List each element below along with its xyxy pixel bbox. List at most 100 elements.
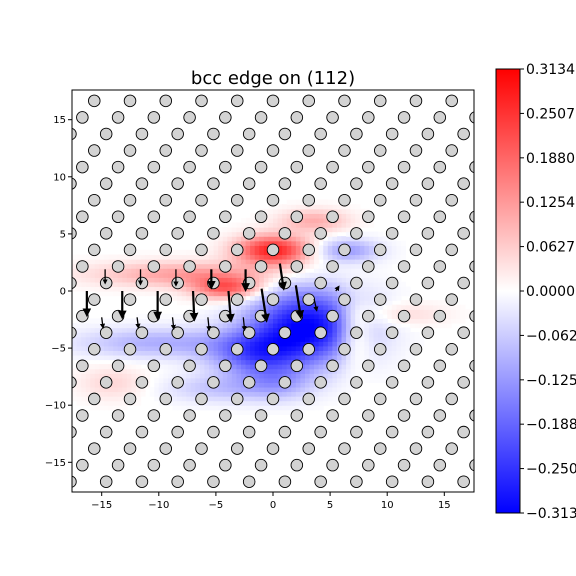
atom-marker — [195, 94, 208, 108]
heat-cell — [149, 286, 155, 292]
heat-cell — [94, 259, 101, 265]
heat-cell — [286, 259, 292, 265]
heat-cell — [222, 350, 228, 356]
heat-cell — [186, 336, 192, 342]
atom-marker — [207, 475, 220, 488]
heat-cell — [204, 373, 210, 379]
heat-cell — [94, 327, 101, 333]
heat-cell — [236, 405, 242, 411]
heat-cell — [145, 272, 151, 278]
heat-cell — [172, 405, 178, 411]
heat-cell — [195, 382, 201, 388]
heat-cell — [245, 368, 251, 374]
heat-cell — [231, 377, 238, 383]
atom-marker — [350, 326, 363, 339]
heat-cell — [145, 318, 151, 324]
heat-cell — [227, 272, 233, 278]
heat-cell — [314, 236, 320, 242]
heat-cell — [423, 309, 429, 315]
heat-cell — [181, 386, 187, 393]
colorbar-tick-label: 0.2507 — [526, 106, 575, 122]
heat-cell — [286, 364, 292, 370]
heat-cell — [378, 263, 384, 269]
heat-cell — [231, 364, 238, 370]
heat-cell — [222, 295, 228, 301]
heat-cell — [218, 286, 224, 292]
heat-cell — [277, 359, 283, 365]
heat-cell — [350, 336, 356, 342]
heat-cell — [154, 272, 160, 278]
heat-cell — [309, 322, 315, 329]
heat-cell — [172, 341, 178, 347]
heat-cell — [314, 322, 320, 329]
heat-cell — [245, 400, 251, 406]
heat-cell — [209, 313, 215, 320]
heat-cell — [318, 359, 324, 365]
atom-marker — [266, 243, 280, 257]
quiver-dot — [463, 83, 465, 85]
atom-marker — [254, 458, 268, 472]
atom-marker — [385, 276, 399, 290]
heat-cell — [336, 213, 343, 219]
atom-marker — [290, 160, 304, 174]
heat-cell — [85, 354, 91, 361]
heat-cell — [218, 304, 224, 310]
heat-cell — [190, 373, 196, 379]
heat-cell — [218, 405, 224, 411]
heat-cell — [190, 386, 196, 393]
heat-cell — [227, 222, 233, 228]
heat-cell — [318, 291, 324, 297]
heat-cell — [218, 400, 224, 406]
heat-cell — [309, 313, 315, 320]
heat-cell — [410, 309, 416, 315]
heat-cell — [460, 309, 466, 315]
heat-cell — [364, 249, 370, 256]
heat-cell — [163, 359, 169, 365]
heat-cell — [410, 313, 416, 320]
heat-cell — [245, 341, 251, 347]
heat-cell — [227, 332, 233, 338]
heat-cell — [259, 377, 265, 383]
heat-cell — [158, 281, 164, 288]
atom-marker — [72, 276, 77, 290]
atom-marker — [302, 243, 316, 257]
heat-cell — [145, 327, 151, 333]
heat-cell — [163, 268, 169, 274]
heat-cell — [286, 304, 292, 310]
heat-cell — [368, 368, 375, 374]
heat-cell — [295, 332, 302, 338]
heat-cell — [314, 364, 320, 370]
heat-cell — [373, 240, 379, 246]
heat-cell — [245, 318, 251, 324]
heat-cell — [186, 332, 192, 338]
heat-cell — [177, 341, 183, 347]
atom-marker — [242, 227, 256, 240]
quiver-dot — [344, 497, 346, 499]
heat-cell — [410, 336, 416, 342]
atom-marker — [278, 326, 292, 339]
heat-cell — [323, 359, 329, 365]
heat-cell — [460, 304, 466, 310]
heat-cell — [90, 263, 96, 269]
heat-cell — [167, 263, 174, 269]
heat-cell — [81, 336, 87, 342]
heat-cell — [218, 309, 224, 315]
heat-cell — [158, 354, 164, 361]
heat-cell — [378, 354, 384, 361]
atom-marker — [373, 293, 387, 306]
heat-cell — [126, 368, 132, 374]
heat-cell — [108, 391, 114, 397]
heat-cell — [254, 350, 260, 356]
heat-cell — [300, 231, 306, 237]
heat-cell — [76, 336, 82, 342]
heat-cell — [368, 231, 375, 237]
heat-cell — [332, 249, 338, 256]
heat-cell — [250, 300, 256, 306]
heat-cell — [327, 291, 333, 297]
heat-cell — [250, 318, 256, 324]
heat-cell — [273, 204, 279, 210]
heat-cell — [209, 263, 215, 269]
atom-marker — [350, 276, 363, 290]
atom-marker — [350, 227, 363, 240]
heat-cell — [213, 373, 219, 379]
